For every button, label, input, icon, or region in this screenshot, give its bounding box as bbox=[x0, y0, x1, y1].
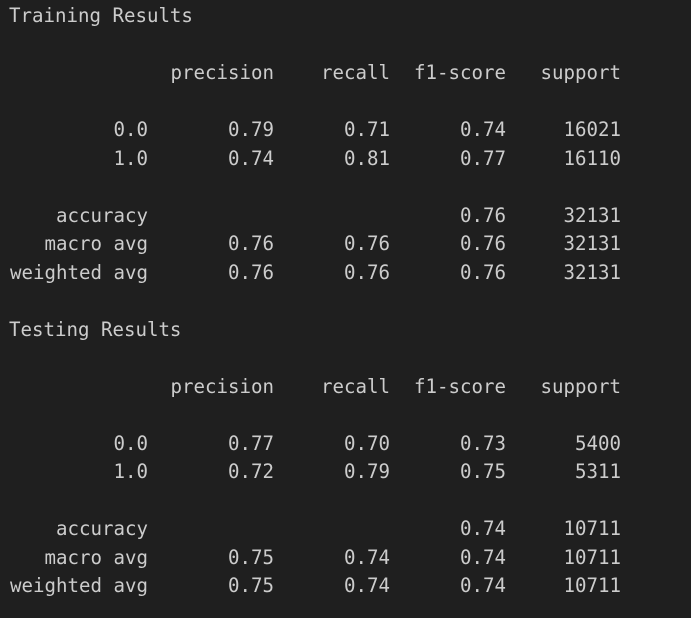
header-row: precision recall f1-score support bbox=[9, 59, 689, 88]
precision-value: 0.75 bbox=[228, 574, 274, 597]
recall-value: 0.81 bbox=[344, 146, 390, 170]
training-results-section: Training Results precision recall f1-sco… bbox=[9, 2, 689, 287]
support-value: 10711 bbox=[563, 517, 621, 540]
f1-score-value: 0.76 bbox=[460, 260, 506, 284]
f1-score-value: 0.75 bbox=[460, 460, 506, 483]
f1-score-value: 0.74 bbox=[460, 517, 506, 540]
support-value: 32131 bbox=[563, 260, 621, 284]
blank-line bbox=[9, 287, 689, 316]
table-row: 1.0 0.74 0.81 0.77 16110 bbox=[9, 145, 689, 174]
row-label: macro avg bbox=[44, 232, 148, 255]
row-label: macro avg bbox=[44, 545, 148, 569]
recall-value: 0.71 bbox=[344, 118, 390, 141]
terminal-output: Training Results precision recall f1-sco… bbox=[9, 2, 689, 601]
support-value: 32131 bbox=[563, 232, 621, 255]
recall-value: 0.74 bbox=[344, 574, 390, 597]
table-row: accuracy 0.74 10711 bbox=[9, 515, 689, 544]
support-header: support bbox=[540, 61, 621, 84]
section-title: Testing Results bbox=[9, 317, 182, 341]
recall-value: 0.76 bbox=[344, 232, 390, 255]
blank-line bbox=[9, 173, 689, 202]
testing-results-section: Testing Results precision recall f1-scor… bbox=[9, 316, 689, 601]
recall-value: 0.70 bbox=[344, 431, 390, 455]
row-label: accuracy bbox=[56, 517, 148, 540]
support-value: 32131 bbox=[563, 203, 621, 227]
precision-value: 0.77 bbox=[228, 431, 274, 455]
table-row: 1.0 0.72 0.79 0.75 5311 bbox=[9, 458, 689, 487]
support-value: 16021 bbox=[563, 118, 621, 141]
support-value: 10711 bbox=[563, 574, 621, 597]
recall-header: recall bbox=[321, 61, 390, 84]
support-value: 5400 bbox=[575, 431, 621, 455]
row-label: 0.0 bbox=[113, 431, 149, 455]
blank-line bbox=[9, 344, 689, 373]
blank-line bbox=[9, 31, 689, 60]
table-row: macro avg 0.76 0.76 0.76 32131 bbox=[9, 230, 689, 259]
row-label: weighted avg bbox=[10, 574, 148, 597]
recall-value: 0.76 bbox=[344, 260, 390, 284]
header-row: precision recall f1-score support bbox=[9, 373, 689, 402]
blank-line bbox=[9, 401, 689, 430]
f1-score-value: 0.74 bbox=[460, 118, 506, 141]
row-label: accuracy bbox=[56, 203, 148, 227]
support-value: 5311 bbox=[575, 460, 621, 483]
table-row: accuracy 0.76 32131 bbox=[9, 202, 689, 231]
table-row: macro avg 0.75 0.74 0.74 10711 bbox=[9, 544, 689, 573]
precision-header: precision bbox=[170, 374, 274, 398]
section-title: Training Results bbox=[9, 4, 193, 27]
precision-value: 0.79 bbox=[228, 118, 274, 141]
row-label: 1.0 bbox=[113, 460, 149, 483]
precision-value: 0.72 bbox=[228, 460, 274, 483]
table-row: weighted avg 0.75 0.74 0.74 10711 bbox=[9, 572, 689, 601]
recall-value: 0.74 bbox=[344, 545, 390, 569]
f1-score-header: f1-score bbox=[414, 61, 506, 84]
f1-score-value: 0.76 bbox=[460, 232, 506, 255]
precision-value: 0.74 bbox=[228, 146, 274, 170]
f1-score-header: f1-score bbox=[414, 374, 506, 398]
table-row: 0.0 0.77 0.70 0.73 5400 bbox=[9, 430, 689, 459]
precision-value: 0.76 bbox=[228, 260, 274, 284]
recall-header: recall bbox=[321, 374, 390, 398]
precision-value: 0.76 bbox=[228, 232, 274, 255]
row-label: weighted avg bbox=[10, 260, 148, 284]
support-header: support bbox=[540, 374, 621, 398]
precision-value: 0.75 bbox=[228, 545, 274, 569]
row-label: 0.0 bbox=[113, 118, 149, 141]
f1-score-value: 0.76 bbox=[460, 203, 506, 227]
support-value: 10711 bbox=[563, 545, 621, 569]
blank-line bbox=[9, 487, 689, 516]
f1-score-value: 0.74 bbox=[460, 574, 506, 597]
table-row: weighted avg 0.76 0.76 0.76 32131 bbox=[9, 259, 689, 288]
recall-value: 0.79 bbox=[344, 460, 390, 483]
precision-header: precision bbox=[170, 61, 274, 84]
f1-score-value: 0.77 bbox=[460, 146, 506, 170]
blank-line bbox=[9, 88, 689, 117]
support-value: 16110 bbox=[563, 146, 621, 170]
table-row: 0.0 0.79 0.71 0.74 16021 bbox=[9, 116, 689, 145]
f1-score-value: 0.74 bbox=[460, 545, 506, 569]
row-label: 1.0 bbox=[113, 146, 149, 170]
f1-score-value: 0.73 bbox=[460, 431, 506, 455]
